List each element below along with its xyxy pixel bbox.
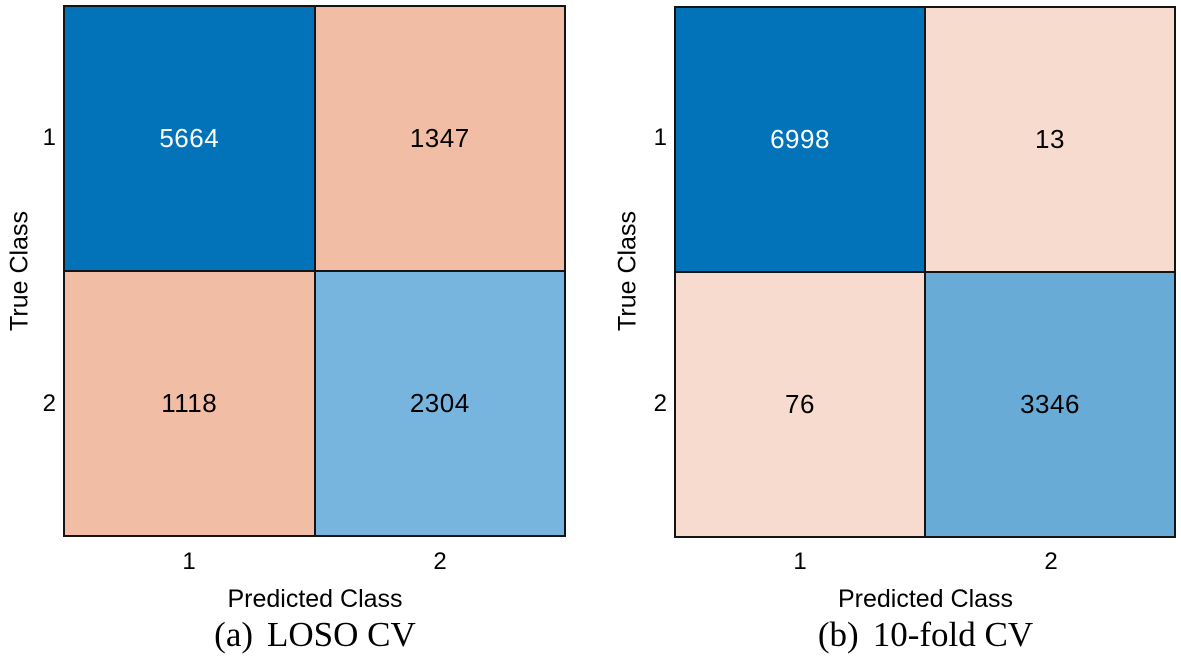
- y-axis-label: True Class: [5, 211, 34, 331]
- matrix-cell-b-r1c2: 13: [926, 8, 1174, 271]
- caption-b-prefix: (b): [817, 615, 859, 654]
- x-tick-2: 2: [433, 548, 447, 575]
- caption-a-text: LOSO CV: [267, 615, 416, 654]
- caption-a-prefix: (a): [214, 615, 254, 654]
- matrix-cell-b-r2c2: 3346: [926, 273, 1174, 536]
- x-axis-label: Predicted Class: [227, 585, 403, 613]
- panel-loso-cv: True Class 1 2 5664 1347 1118 2304 1 2 P…: [0, 0, 590, 671]
- x-tick-2: 2: [1044, 548, 1058, 575]
- y-tick-1: 1: [42, 124, 56, 151]
- y-tick-2: 2: [42, 390, 56, 417]
- x-axis-label: Predicted Class: [837, 585, 1014, 613]
- matrix-cell-b-r1c1: 6998: [676, 8, 924, 271]
- matrix-cell-b-r2c1: 76: [676, 273, 924, 536]
- y-tick-1: 1: [653, 124, 667, 151]
- confusion-matrix-b: 6998 13 76 3346: [674, 6, 1176, 538]
- confusion-matrix-a: 5664 1347 1118 2304: [63, 5, 566, 537]
- matrix-cell-a-r2c1: 1118: [65, 272, 314, 535]
- x-tick-1: 1: [793, 548, 807, 575]
- matrix-cell-a-r1c1: 5664: [65, 7, 314, 270]
- panel-10fold-cv: True Class 1 2 6998 13 76 3346 1 2 Predi…: [590, 0, 1181, 671]
- matrix-cell-a-r1c2: 1347: [315, 7, 564, 270]
- y-axis-label: True Class: [613, 211, 642, 331]
- caption-b: (b) 10-fold CV: [630, 615, 1181, 655]
- caption-a: (a) LOSO CV: [20, 615, 610, 655]
- matrix-cell-a-r2c2: 2304: [315, 272, 564, 535]
- x-tick-1: 1: [182, 548, 196, 575]
- caption-b-text: 10-fold CV: [872, 615, 1034, 654]
- y-tick-2: 2: [653, 390, 667, 417]
